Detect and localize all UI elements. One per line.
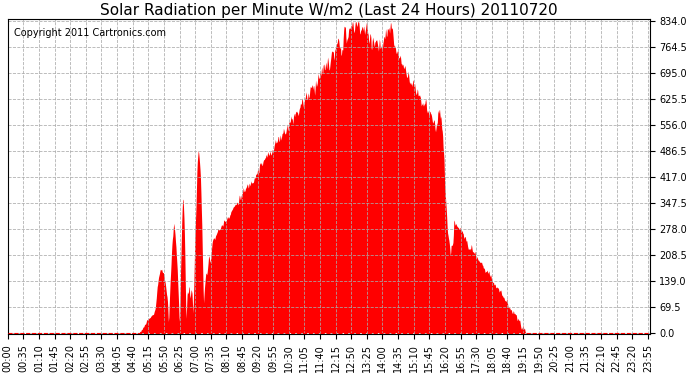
Title: Solar Radiation per Minute W/m2 (Last 24 Hours) 20110720: Solar Radiation per Minute W/m2 (Last 24…	[100, 3, 558, 18]
Text: Copyright 2011 Cartronics.com: Copyright 2011 Cartronics.com	[14, 28, 166, 38]
